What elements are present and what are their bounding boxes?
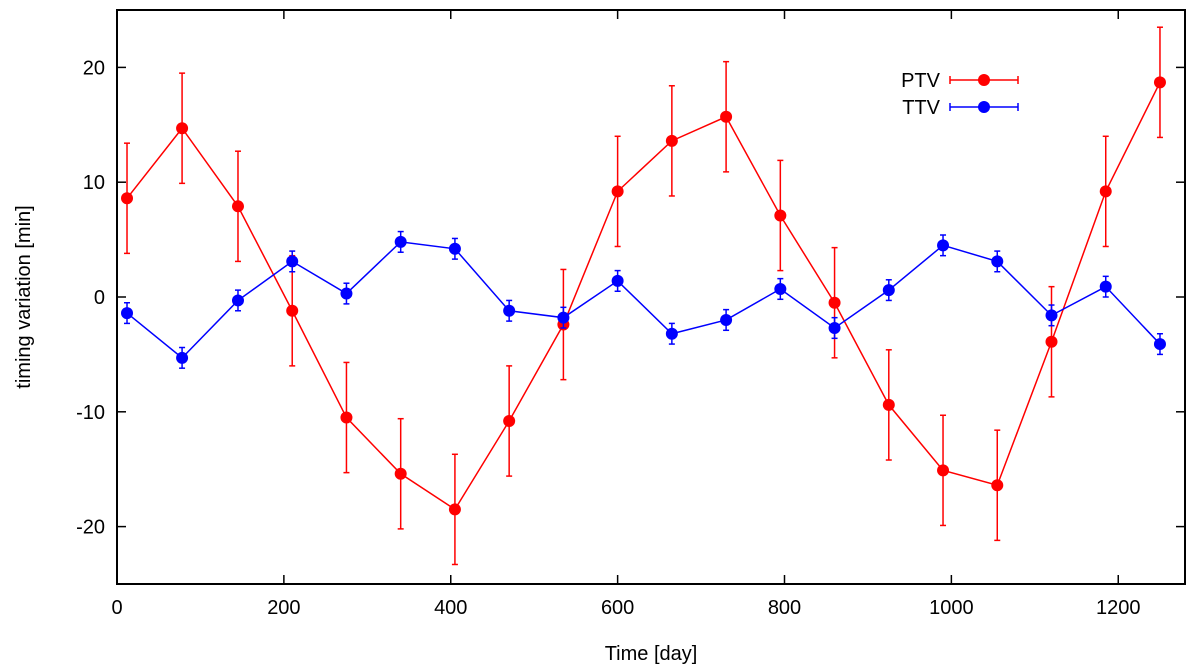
ttv-point-3 xyxy=(286,255,299,268)
ptv-point-14 xyxy=(882,398,895,411)
y-tick-label-1: -10 xyxy=(76,402,105,424)
x-tick-label-5: 1000 xyxy=(929,597,974,619)
x-tick-label-3: 600 xyxy=(601,597,634,619)
ttv-point-11 xyxy=(720,313,733,326)
y-axis-title: timing variation [min] xyxy=(13,205,35,388)
ptv-point-0 xyxy=(121,192,134,205)
ptv-point-16 xyxy=(991,479,1004,492)
ptv-point-18 xyxy=(1099,185,1112,198)
ttv-point-9 xyxy=(611,274,624,287)
x-tick-label-0: 0 xyxy=(111,597,122,619)
ttv-point-10 xyxy=(665,327,678,340)
ptv-point-7 xyxy=(503,414,516,427)
ttv-point-0 xyxy=(121,307,134,320)
ttv-point-18 xyxy=(1099,280,1112,293)
ttv-point-2 xyxy=(231,294,244,307)
y-tick-label-2: 0 xyxy=(94,287,105,309)
ttv-point-4 xyxy=(340,287,353,300)
ttv-point-5 xyxy=(394,235,407,248)
legend-label-ptv: PTV xyxy=(901,70,941,92)
ttv-point-17 xyxy=(1045,309,1058,322)
ptv-point-3 xyxy=(286,304,299,317)
x-tick-label-4: 800 xyxy=(768,597,801,619)
legend-marker-ptv xyxy=(978,74,990,86)
x-tick-label-2: 400 xyxy=(434,597,467,619)
ttv-point-12 xyxy=(774,282,787,295)
ptv-point-13 xyxy=(828,296,841,309)
ttv-point-16 xyxy=(991,255,1004,268)
ptv-line xyxy=(126,81,1161,511)
y-tick-label-0: -20 xyxy=(76,517,105,539)
legend-label-ttv: TTV xyxy=(902,97,940,119)
ptv-point-15 xyxy=(937,464,950,477)
x-tick-label-6: 1200 xyxy=(1096,597,1141,619)
ptv-point-11 xyxy=(720,110,733,123)
y-tick-label-4: 20 xyxy=(83,57,105,79)
ptv-point-6 xyxy=(448,503,461,516)
ttv-point-14 xyxy=(882,284,895,297)
ptv-point-1 xyxy=(176,122,189,135)
ptv-point-10 xyxy=(665,134,678,147)
series-ptv xyxy=(121,26,1166,566)
ttv-point-1 xyxy=(176,351,189,364)
legend-marker-ttv xyxy=(978,101,990,113)
data-series xyxy=(121,26,1166,566)
ttv-point-15 xyxy=(937,239,950,252)
x-axis-title: Time [day] xyxy=(605,643,698,665)
ptv-point-19 xyxy=(1153,76,1166,89)
plot-frame xyxy=(116,9,1186,585)
axis-labels: 0 200 400 600 800 1000 1200 -20 -10 0 10 20 Time [da… xyxy=(13,57,1141,665)
ptv-point-12 xyxy=(774,209,787,222)
ptv-point-9 xyxy=(611,185,624,198)
x-tick-label-1: 200 xyxy=(267,597,300,619)
series-ttv xyxy=(121,230,1166,369)
ttv-point-6 xyxy=(448,242,461,255)
legend: PTV TTV xyxy=(901,70,1019,119)
ttv-line xyxy=(126,241,1161,359)
ptv-point-5 xyxy=(394,467,407,480)
ptv-point-17 xyxy=(1045,335,1058,348)
ttv-point-8 xyxy=(557,311,570,324)
axis-ticks xyxy=(116,10,1185,584)
plot-border xyxy=(116,9,1186,585)
y-tick-label-3: 10 xyxy=(83,172,105,194)
ptv-point-2 xyxy=(231,200,244,213)
ttv-point-19 xyxy=(1153,338,1166,351)
ptv-point-4 xyxy=(340,411,353,424)
ttv-point-7 xyxy=(503,304,516,317)
ttv-point-13 xyxy=(828,321,841,334)
